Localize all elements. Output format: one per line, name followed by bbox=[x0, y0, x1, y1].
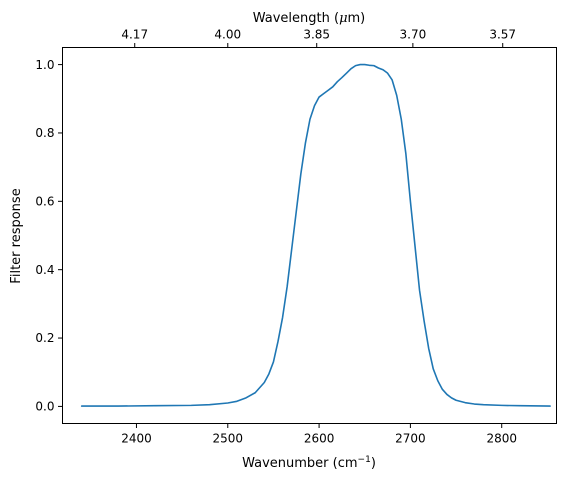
top-tick-label: 4.00 bbox=[214, 28, 241, 42]
x-tick-label: 2700 bbox=[395, 432, 426, 446]
y-tick-label: 0.0 bbox=[35, 400, 54, 414]
y-tick-label: 0.8 bbox=[35, 126, 54, 140]
x-tick-label: 2600 bbox=[304, 432, 335, 446]
top-tick-label: 4.17 bbox=[121, 28, 148, 42]
x-tick-label: 2500 bbox=[213, 432, 244, 446]
y-tick-label: 0.6 bbox=[35, 195, 54, 209]
top-tick-label: 3.70 bbox=[400, 28, 427, 42]
y-tick-label: 0.4 bbox=[35, 263, 54, 277]
x-axis-label: Wavenumber (cm−1) bbox=[242, 455, 376, 471]
y-axis-label: Filter response bbox=[9, 188, 24, 283]
series-line-0 bbox=[80, 63, 551, 407]
top-tick-label: 3.57 bbox=[489, 28, 516, 42]
y-tick-label: 0.2 bbox=[35, 331, 54, 345]
x-tick-label: 2400 bbox=[121, 432, 152, 446]
top-tick-label: 3.85 bbox=[303, 28, 330, 42]
x-tick-label: 2800 bbox=[486, 432, 517, 446]
top-x-axis-label: Wavelength (μm) bbox=[253, 11, 366, 26]
axes-frame bbox=[62, 47, 557, 424]
y-tick-label: 1.0 bbox=[35, 58, 54, 72]
